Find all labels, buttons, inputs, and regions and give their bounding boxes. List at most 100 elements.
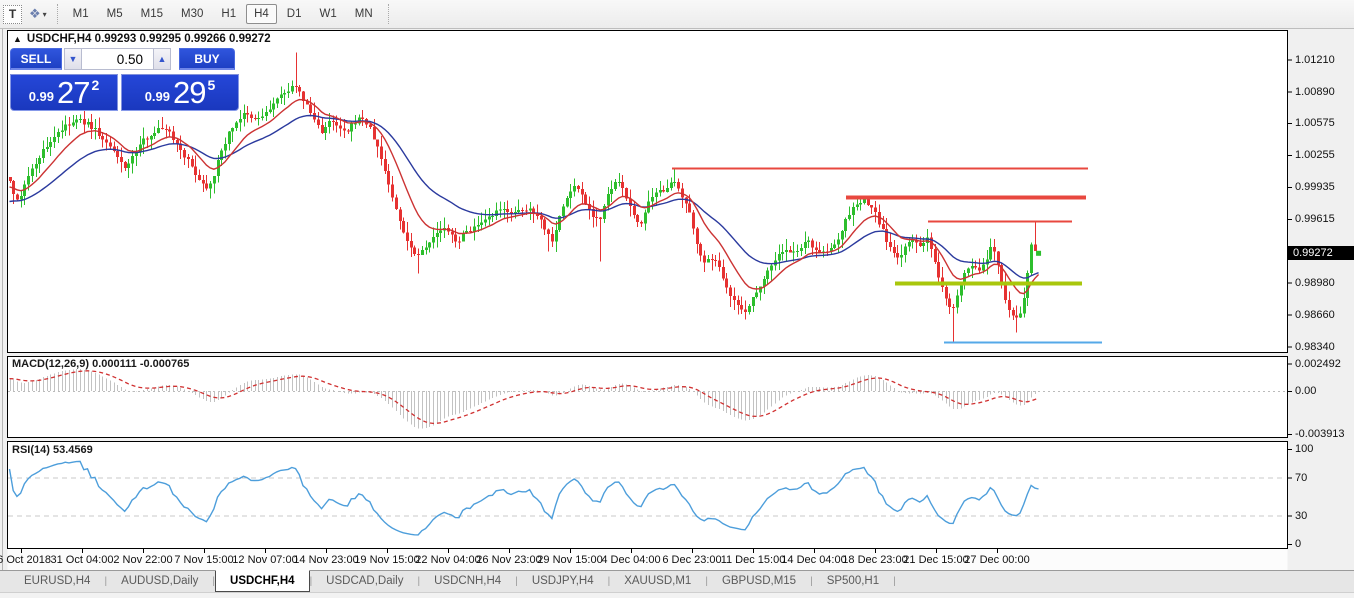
timeframe-button-w1[interactable]: W1 [319, 8, 337, 20]
tab-usdcad-daily[interactable]: USDCAD,Daily [326, 575, 404, 587]
timeframe-button-group: M1 M5 M15 M30 H1 H4 D1 W1 MN [64, 4, 382, 24]
buy-price-prefix: 0.99 [144, 89, 171, 104]
rsi-level-lines [8, 477, 1286, 517]
buy-price-box[interactable]: 0.99 29 5 [121, 74, 239, 111]
price-axis-label: 0.98980 [1295, 276, 1335, 289]
chart-tab-bar: EURUSD,H4 | AUDUSD,Daily | USDCHF,H4 | USDCAD,… [0, 570, 1354, 592]
rsi-label: RSI(14) 53.4569 [12, 444, 93, 456]
price-axis-label: 0.98340 [1295, 340, 1335, 353]
rsi-axis-label: 100 [1295, 443, 1314, 455]
timeframe-button-m15[interactable]: M15 [140, 8, 164, 20]
sell-price-prefix: 0.99 [28, 89, 55, 104]
rsi-axis-label: 0 [1295, 538, 1302, 550]
buy-price-pip: 5 [207, 77, 216, 93]
sell-price-big: 27 [57, 75, 90, 110]
time-axis-label: 26 Oct 2018 [0, 554, 51, 566]
price-axis-label: 0.99615 [1295, 213, 1335, 225]
time-axis-label: 6 Dec 23:00 [662, 554, 722, 566]
time-axis-label: 18 Dec 23:00 [842, 554, 908, 566]
triangle-up-icon: ▲ [157, 53, 167, 64]
drawing-tools-icon[interactable]: ❖ [29, 6, 41, 21]
ma-slow-line [9, 114, 1039, 279]
time-axis-label: 2 Nov 22:00 [113, 554, 173, 566]
macd-axis-label: -0.003913 [1295, 428, 1345, 441]
price-axis-label: 1.00255 [1295, 149, 1335, 161]
tab-separator: | [810, 576, 813, 587]
sell-price-box[interactable]: 0.99 27 2 [10, 74, 118, 111]
timeframe-button-h1[interactable]: H1 [221, 8, 237, 20]
tab-eurusd-h4[interactable]: EURUSD,H4 [24, 575, 91, 587]
price-axis-label: 0.99935 [1295, 181, 1335, 193]
timeframe-button-d1[interactable]: D1 [286, 8, 302, 20]
price-axis-label: 1.00575 [1295, 117, 1335, 129]
volume-increase-button[interactable]: ▲ [153, 48, 171, 70]
price-axis-label: 0.98660 [1295, 308, 1335, 321]
price-axis-label: 1.00890 [1295, 85, 1335, 98]
tab-separator: | [212, 576, 216, 587]
macd-axis-label: 0.00 [1295, 385, 1317, 397]
current-price-tag: 0.99272 [1288, 246, 1354, 261]
ohlc-high: 0.99295 [139, 33, 182, 45]
timeframe-button-m1[interactable]: M1 [72, 8, 89, 20]
buy-price-big: 29 [173, 75, 206, 110]
ma-fast-line [9, 98, 1040, 295]
tab-sp500-h1[interactable]: SP500,H1 [826, 575, 880, 587]
timeframe-button-m30[interactable]: M30 [181, 8, 204, 20]
time-axis-label: 19 Nov 15:00 [354, 554, 420, 566]
time-axis-label: 27 Dec 00:00 [964, 554, 1030, 566]
macd-axis-label: 0.002492 [1295, 357, 1341, 370]
timeframe-button-m5[interactable]: M5 [106, 8, 123, 20]
time-axis-label: 14 Dec 04:00 [781, 554, 847, 566]
time-axis-label: 12 Nov 07:00 [232, 554, 298, 566]
rsi-line [8, 460, 1039, 536]
tab-usdjpy-h4[interactable]: USDJPY,H4 [531, 575, 594, 587]
top-toolbar: T ❖ ▾ M1 M5 M15 M30 H1 H4 D1 W1 MN [0, 0, 1354, 29]
macd-histogram [8, 369, 1286, 429]
macd-pane [7, 356, 1288, 438]
macd-value-2: -0.000765 [139, 358, 190, 370]
rsi-value: 53.4569 [52, 444, 93, 456]
rsi-axis-label: 30 [1295, 509, 1308, 522]
tab-separator: | [417, 576, 421, 587]
time-axis-label: 11 Dec 15:00 [720, 554, 786, 566]
time-axis-label: 7 Nov 15:00 [174, 554, 234, 566]
status-strip [0, 592, 1354, 598]
tab-separator: | [104, 576, 108, 587]
macd-signal-line [9, 370, 1039, 425]
time-axis-label: 14 Nov 23:00 [293, 554, 359, 566]
time-axis-label: 4 Dec 04:00 [601, 554, 661, 566]
buy-button[interactable]: BUY [179, 48, 235, 70]
tab-gbpusd-m15[interactable]: GBPUSD,M15 [721, 575, 797, 587]
toolbar-separator [387, 4, 389, 24]
tab-xauusd-m1[interactable]: XAUUSD,M1 [624, 575, 692, 587]
chart-ohlc-title: ▲ USDCHF,H4 0.99293 0.99295 0.99266 0.992… [13, 33, 271, 45]
timeframe-button-mn[interactable]: MN [354, 8, 373, 20]
tab-separator: | [607, 576, 611, 587]
chevron-down-icon[interactable]: ▾ [42, 9, 47, 19]
macd-label: MACD(12,26,9) 0.000111 -0.000765 [12, 358, 189, 370]
sell-price-pip: 2 [91, 77, 100, 93]
time-axis-label: 22 Nov 04:00 [415, 554, 481, 566]
tab-separator: | [705, 576, 708, 587]
price-axis-label: 1.01210 [1295, 53, 1335, 66]
sell-button[interactable]: SELL [10, 48, 62, 70]
time-axis-label: 21 Dec 15:00 [903, 554, 969, 566]
timeframe-button-h4[interactable]: H4 [246, 4, 277, 24]
time-strip [7, 549, 1288, 570]
tab-separator: | [893, 576, 896, 587]
ohlc-low: 0.99266 [184, 33, 226, 45]
collapse-panel-icon[interactable]: ▲ [13, 34, 22, 44]
rsi-name: RSI(14) [12, 444, 50, 456]
tab-usdchf-h4[interactable]: USDCHF,H4 [215, 570, 310, 592]
tab-separator: | [309, 576, 313, 587]
axis-ticks [21, 59, 1292, 553]
rsi-axis-label: 70 [1295, 471, 1308, 484]
text-tool-icon[interactable]: T [3, 4, 22, 24]
toolbar-separator [56, 4, 58, 24]
macd-value-1: 0.000111 [92, 358, 137, 370]
volume-input[interactable] [82, 48, 153, 70]
tab-audusd-daily[interactable]: AUDUSD,Daily [121, 575, 199, 587]
time-axis-label: 26 Nov 23:00 [476, 554, 542, 566]
tab-usdcnh-h4[interactable]: USDCNH,H4 [434, 575, 502, 587]
volume-decrease-button[interactable]: ▼ [64, 48, 82, 70]
